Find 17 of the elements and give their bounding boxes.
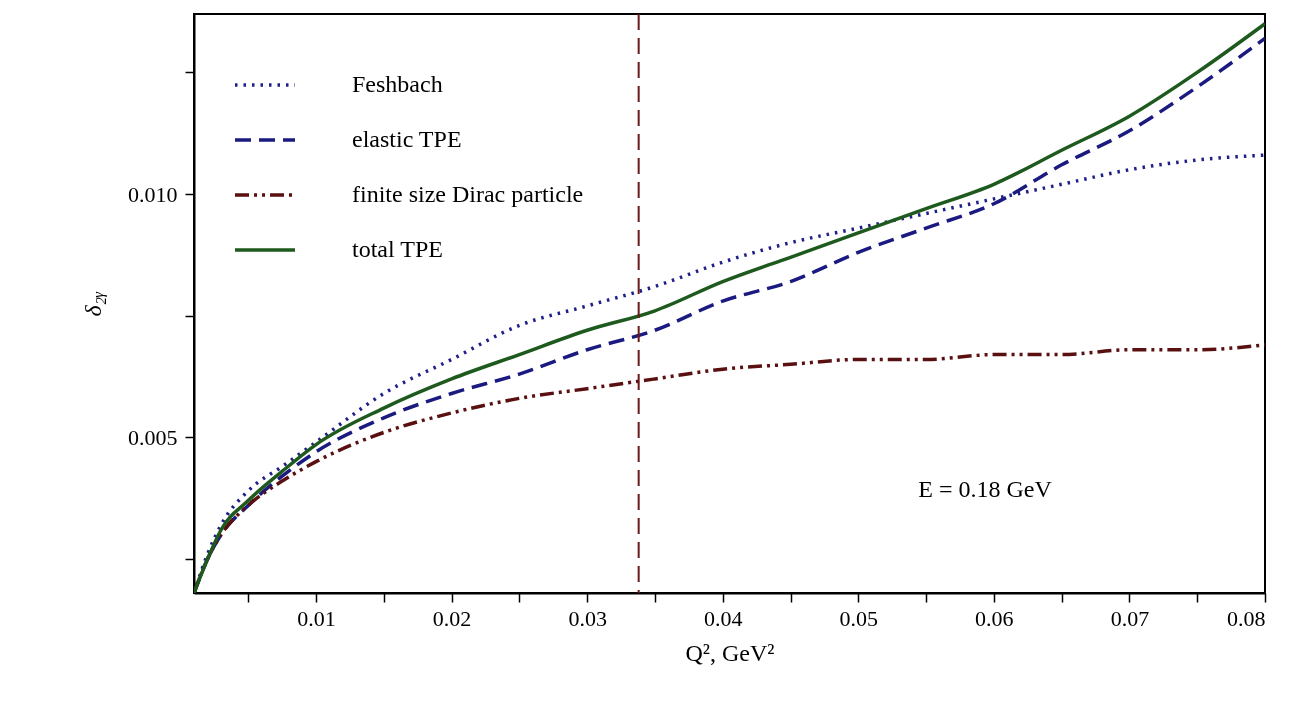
- y-tick-label: 0.005: [128, 424, 178, 450]
- x-axis-title: Q², GeV²: [685, 639, 775, 666]
- legend-label: total TPE: [352, 236, 443, 262]
- x-tick-label: 0.01: [297, 605, 336, 631]
- legend-label: Feshbach: [352, 71, 443, 97]
- x-tick-label: 0.02: [432, 605, 472, 631]
- x-tick-label: 0.08: [1227, 605, 1266, 631]
- x-tick-label: 0.06: [975, 605, 1014, 631]
- y-tick-label: 0.010: [128, 181, 178, 207]
- legend-label: finite size Dirac particle: [352, 181, 584, 207]
- annotation: E = 0.18 GeV: [918, 476, 1053, 502]
- legend-label: elastic TPE: [352, 126, 462, 152]
- x-tick-label: 0.07: [1110, 605, 1150, 631]
- x-tick-label: 0.04: [703, 605, 743, 631]
- x-tick-label: 0.03: [568, 605, 607, 631]
- x-tick-label: 0.05: [839, 605, 879, 631]
- y-axis-title: δ₂ᵧ: [80, 291, 107, 317]
